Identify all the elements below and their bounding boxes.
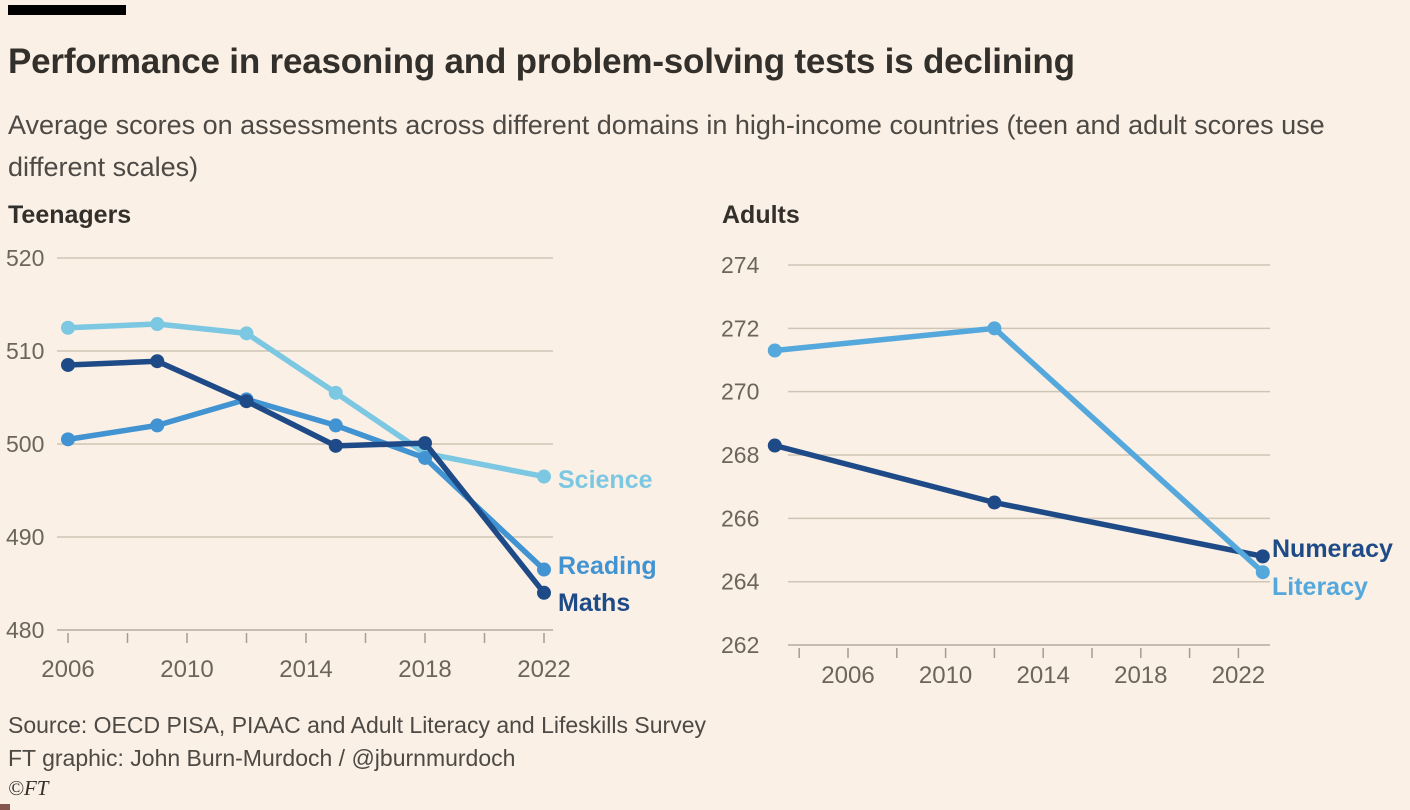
science-line [65,321,547,480]
top-accent-bar [8,5,126,15]
numeracy-data-point [987,495,1002,510]
x-axis-label: 2014 [1017,662,1070,689]
science-data-point [537,469,551,484]
credit-note: FT graphic: John Burn-Murdoch / @jburnmu… [8,745,516,771]
literacy-data-point [987,321,1002,336]
numeracy-data-point [1255,549,1270,564]
page-title: Performance in reasoning and problem-sol… [8,42,1075,81]
maths-series-label: Maths [558,589,630,617]
ft-copyright: ©FT [8,776,49,800]
science-data-point [239,326,254,341]
y-axis-label: 272 [721,315,759,341]
x-axis-label: 2014 [279,656,332,683]
y-axis-label: 264 [721,569,760,595]
x-axis-label: 2006 [821,662,874,689]
y-axis-label: 480 [6,617,44,643]
corner-mark [0,804,10,810]
x-axis-label: 2022 [517,656,570,683]
maths-data-point [239,394,254,409]
reading-data-point [150,418,165,433]
numeracy-series-label: Numeracy [1272,535,1393,563]
x-axis-label: 2022 [1212,662,1265,689]
literacy-line [772,325,1266,575]
y-axis-label: 270 [721,379,759,405]
science-data-point [328,385,343,400]
numeracy-line [772,442,1266,560]
maths-line [65,358,547,596]
y-axis-label: 262 [721,632,759,658]
maths-data-point [150,354,165,369]
maths-data-point [61,357,75,372]
reading-line [65,396,547,573]
science-series-label: Science [558,466,653,494]
adults-panel-title: Adults [722,201,800,229]
y-axis-label: 266 [721,505,759,531]
page-subtitle: Average scores on assessments across dif… [8,110,1325,182]
maths-data-point [328,438,343,453]
x-axis-label: 2006 [41,656,94,683]
x-axis-label: 2010 [160,656,213,683]
maths-data-point [418,436,432,451]
literacy-data-point [767,343,782,358]
y-axis-label: 268 [721,442,759,468]
science-data-point [150,317,165,332]
source-note: Source: OECD PISA, PIAAC and Adult Liter… [8,712,706,738]
y-axis-label: 490 [6,524,44,550]
reading-data-point [537,562,551,577]
y-axis-label: 500 [6,431,44,457]
literacy-data-point [1255,565,1270,580]
reading-data-point [61,432,75,447]
science-data-point [61,320,75,335]
y-axis-label: 274 [721,252,760,278]
y-axis-label: 510 [6,338,44,364]
literacy-series-label: Literacy [1272,573,1368,601]
teenagers-panel-title: Teenagers [8,201,132,229]
numeracy-data-point [767,438,782,453]
reading-data-point [418,450,432,465]
x-axis-label: 2018 [398,656,451,683]
y-axis-label: 520 [6,245,44,271]
x-axis-label: 2010 [919,662,972,689]
reading-data-point [328,418,343,433]
reading-series-label: Reading [558,552,657,580]
maths-data-point [537,585,551,600]
x-axis-label: 2018 [1114,662,1167,689]
